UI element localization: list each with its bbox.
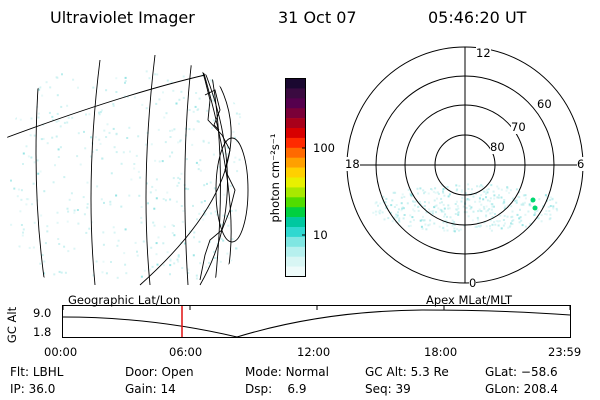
time-tick-1200: 12:00 — [297, 345, 331, 359]
colorbar — [285, 78, 306, 277]
time-tick-2359: 23:59 — [548, 345, 582, 359]
ip-info: IP: 36.0 — [10, 382, 56, 396]
door-value: Open — [161, 365, 194, 379]
mode-value: Normal — [285, 365, 329, 379]
timeline-y-tick-top: 9.0 — [33, 306, 52, 320]
colorbar-cell — [285, 167, 306, 178]
mlt-label-6: 6 — [577, 157, 585, 171]
colorbar-cell — [285, 78, 306, 89]
timeline-y-tick-bottom: 1.8 — [33, 325, 52, 339]
time-label: 05:46:20 UT — [428, 8, 527, 27]
mode-info: Mode: Normal — [245, 365, 329, 379]
glat-info: GLat: −58.6 — [485, 365, 558, 379]
dsp-info: Dsp: 6.9 — [245, 382, 307, 396]
gain-value: 14 — [160, 382, 176, 396]
seq-value: 39 — [395, 382, 411, 396]
glon-info: GLon: 208.4 — [485, 382, 558, 396]
aurora-emission-dots — [10, 70, 242, 280]
colorbar-cell — [285, 118, 306, 129]
seq-info: Seq: 39 — [365, 382, 411, 396]
colorbar-cell — [285, 227, 306, 238]
colorbar-tick-10: 10 — [313, 228, 328, 242]
time-tick-0600: 06:00 — [169, 345, 203, 359]
gain-info: Gain: 14 — [125, 382, 176, 396]
time-tick-0000: 00:00 — [44, 345, 78, 359]
colorbar-cell — [285, 187, 306, 198]
filter-info: Flt: LBHL — [10, 365, 64, 379]
colorbar-cell — [285, 256, 306, 267]
colorbar-cell — [285, 88, 306, 99]
timeline-y-label: GC Alt — [5, 306, 19, 344]
colorbar-cell — [285, 98, 306, 109]
coastline — [199, 61, 249, 281]
colorbar-cell — [285, 177, 306, 188]
latitude-circles — [346, 46, 584, 284]
colorbar-cell — [285, 207, 306, 218]
colorbar-tick-100: 100 — [313, 141, 335, 155]
glon-value: 208.4 — [523, 382, 558, 396]
colorbar-cell — [285, 147, 306, 158]
emission-spot — [530, 197, 536, 203]
emission-spot — [532, 205, 538, 211]
time-tick-1800: 18:00 — [424, 345, 458, 359]
polar-plot — [346, 46, 584, 284]
colorbar-cell — [285, 217, 306, 228]
altitude-timeline — [62, 305, 571, 338]
altitude-curve — [62, 309, 571, 338]
geographic-map — [0, 54, 249, 286]
lat-label-80: 80 — [490, 140, 505, 154]
lat-label-60: 60 — [537, 97, 552, 111]
right-panel-title: Apex MLat/MLT — [426, 293, 513, 307]
mlt-label-18: 18 — [345, 157, 360, 171]
gc-alt-value: 5.3 Re — [410, 365, 449, 379]
colorbar-cell — [285, 266, 306, 277]
dsp-value: 6.9 — [287, 382, 307, 396]
gc-alt-info: GC Alt: 5.3 Re — [365, 365, 449, 379]
colorbar-unit-label: photon cm⁻²s⁻¹ — [268, 133, 282, 223]
colorbar-cell — [285, 108, 306, 119]
filter-value: LBHL — [32, 365, 64, 379]
door-info: Door: Open — [125, 365, 194, 379]
left-panel-title: Geographic Lat/Lon — [68, 293, 181, 307]
glat-value: −58.6 — [520, 365, 558, 379]
colorbar-cell — [285, 157, 306, 168]
colorbar-cell — [285, 236, 306, 248]
colorbar-cell — [285, 137, 306, 149]
lat-lon-grid — [0, 54, 232, 286]
lat-label-70: 70 — [511, 120, 526, 134]
mlt-label-12: 12 — [476, 46, 491, 60]
colorbar-cell — [285, 128, 306, 139]
instrument-title: Ultraviolet Imager — [50, 8, 195, 27]
colorbar-cell — [285, 246, 306, 257]
colorbar-cell — [285, 197, 306, 208]
mlt-label-0: 0 — [469, 276, 477, 290]
ip-value: 36.0 — [28, 382, 56, 396]
date-label: 31 Oct 07 — [278, 8, 357, 27]
